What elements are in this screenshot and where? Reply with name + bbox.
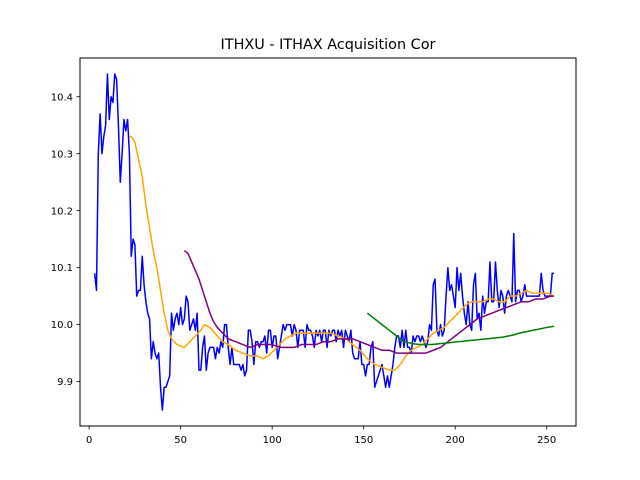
y-tick-label: 10.2	[51, 206, 73, 217]
x-tick-label: 200	[446, 435, 465, 446]
chart-title: ITHXU - ITHAX Acquisition Cor	[221, 37, 436, 53]
series-layer	[93, 73, 555, 411]
y-tick-label: 10.3	[51, 149, 73, 160]
series-line-3	[366, 312, 555, 346]
x-tick-label: 150	[354, 435, 373, 446]
y-tick-label: 10.0	[51, 320, 73, 331]
x-tick-label: 50	[174, 435, 187, 446]
series-line-0	[93, 73, 555, 411]
series-line-2	[183, 249, 555, 354]
x-axis: 0 50 100 150 200 250	[86, 426, 556, 446]
x-tick-label: 250	[537, 435, 556, 446]
y-axis: 9.9 10.0 10.1 10.2 10.3 10.4	[51, 92, 80, 388]
plot-background	[80, 58, 576, 426]
series-line-1	[129, 135, 555, 371]
y-tick-label: 9.9	[57, 377, 73, 388]
x-tick-label: 100	[263, 435, 282, 446]
x-tick-label: 0	[86, 435, 92, 446]
y-tick-label: 10.1	[51, 263, 73, 274]
y-tick-label: 10.4	[51, 92, 73, 103]
plot-frame	[79, 57, 577, 427]
